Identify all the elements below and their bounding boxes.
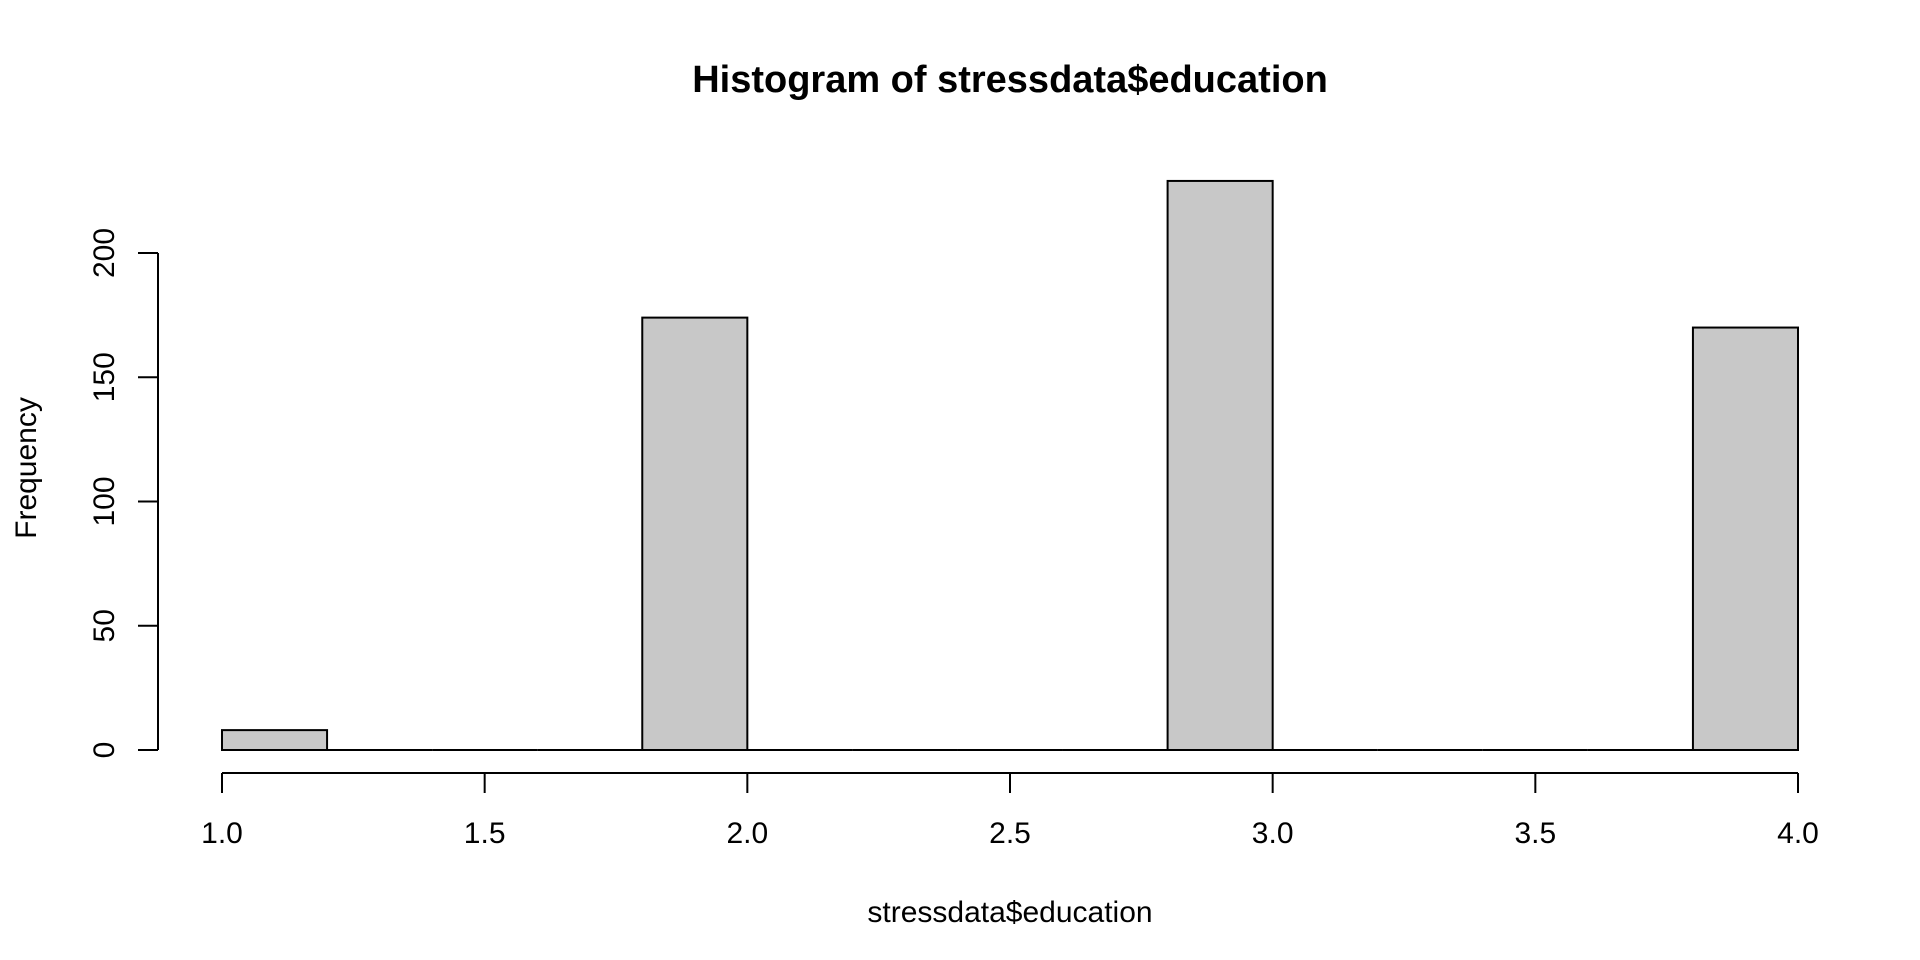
y-tick-label: 50 [88,609,121,642]
x-tick-label: 3.5 [1514,817,1556,850]
y-tick-label: 200 [88,228,121,278]
y-axis: 0 50 100 150 200 [88,228,159,759]
x-axis: 1.0 1.5 2.0 2.5 3.0 3.5 4.0 [201,772,1819,850]
x-tick-label: 4.0 [1777,817,1819,850]
x-axis-label: stressdata$education [867,896,1152,929]
x-tick-label: 2.0 [726,817,768,850]
y-tick-label: 150 [88,352,121,402]
chart-title: Histogram of stressdata$education [692,59,1328,101]
y-axis-label: Frequency [10,397,43,539]
histogram-bar [641,316,749,751]
histogram-bar [1166,179,1274,751]
bars-group [221,179,1800,751]
x-tick-label: 2.5 [989,817,1031,850]
y-tick-label: 100 [88,476,121,526]
x-tick-label: 1.5 [464,817,506,850]
histogram-bar [1691,326,1800,751]
x-tick-label: 1.0 [201,817,243,850]
x-tick-label: 3.0 [1252,817,1294,850]
histogram-bar [221,729,329,751]
y-tick-label: 0 [88,742,121,759]
